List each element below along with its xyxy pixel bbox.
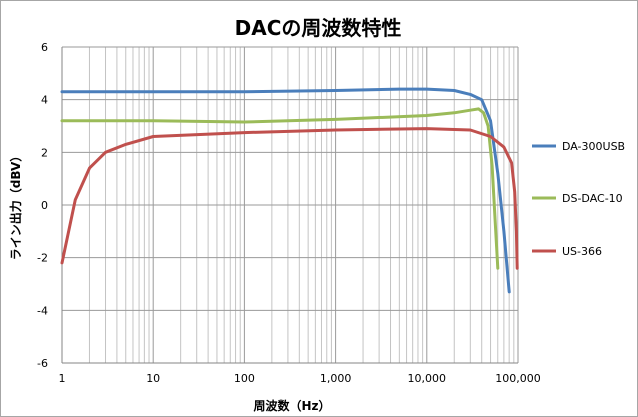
x-tick-label: 10,000 [408,372,447,385]
x-tick-label: 10 [146,372,160,385]
y-tick-label: 4 [41,94,48,107]
series-line-da-300usb [60,87,511,294]
x-axis-ticks: 1 10 100 1,000 10,000 100,000 [59,372,541,385]
series-line-ds-dac-10 [60,107,500,270]
y-tick-label: 0 [41,199,48,212]
y-tick-label: 6 [41,41,48,54]
legend-label: DS-DAC-10 [562,192,623,205]
series-lines [60,87,519,294]
y-tick-label: -2 [37,252,48,265]
y-tick-label: -6 [37,357,48,370]
x-tick-label: 100,000 [495,372,541,385]
series-line-us-366 [60,127,519,270]
legend: DA-300USB DS-DAC-10 US-366 [532,140,625,258]
y-axis-title: ライン出力（dBV） [8,150,23,261]
legend-label: DA-300USB [562,140,625,153]
legend-label: US-366 [562,245,602,258]
x-tick-label: 1 [59,372,66,385]
y-tick-label: 2 [41,146,48,159]
grid-lines [61,46,519,364]
x-axis-title: 周波数（Hz） [253,398,330,413]
y-tick-label: -4 [37,304,48,317]
y-axis-ticks: 6 4 2 0 -2 -4 -6 [37,41,48,370]
x-tick-label: 1,000 [320,372,352,385]
x-tick-label: 100 [234,372,255,385]
chart-title: DACの周波数特性 [235,16,402,40]
